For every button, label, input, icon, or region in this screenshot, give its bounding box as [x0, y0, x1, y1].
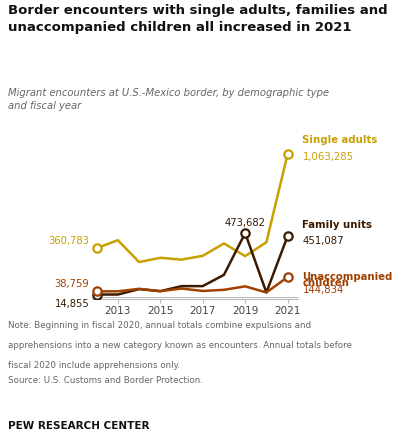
Text: Single adults: Single adults	[302, 136, 378, 145]
Text: PEW RESEARCH CENTER: PEW RESEARCH CENTER	[8, 421, 150, 431]
Text: Migrant encounters at U.S.-Mexico border, by demographic type
and fiscal year: Migrant encounters at U.S.-Mexico border…	[8, 88, 329, 111]
Text: 1,063,285: 1,063,285	[302, 152, 354, 162]
Text: 14,855: 14,855	[55, 299, 89, 308]
Text: 144,834: 144,834	[302, 285, 344, 295]
Text: fiscal 2020 include apprehensions only.: fiscal 2020 include apprehensions only.	[8, 361, 181, 370]
Text: 38,759: 38,759	[55, 279, 89, 289]
Text: 473,682: 473,682	[225, 218, 266, 228]
Text: 360,783: 360,783	[48, 236, 89, 246]
Text: apprehensions into a new category known as encounters. Annual totals before: apprehensions into a new category known …	[8, 341, 352, 350]
Text: children: children	[302, 278, 349, 288]
Text: Unaccompanied: Unaccompanied	[302, 271, 393, 282]
Text: Family units: Family units	[302, 220, 373, 230]
Text: Source: U.S. Customs and Border Protection.: Source: U.S. Customs and Border Protecti…	[8, 376, 203, 385]
Text: Note: Beginning in fiscal 2020, annual totals combine expulsions and: Note: Beginning in fiscal 2020, annual t…	[8, 321, 312, 330]
Text: 451,087: 451,087	[302, 236, 344, 246]
Text: Border encounters with single adults, families and
unaccompanied children all in: Border encounters with single adults, fa…	[8, 4, 388, 34]
